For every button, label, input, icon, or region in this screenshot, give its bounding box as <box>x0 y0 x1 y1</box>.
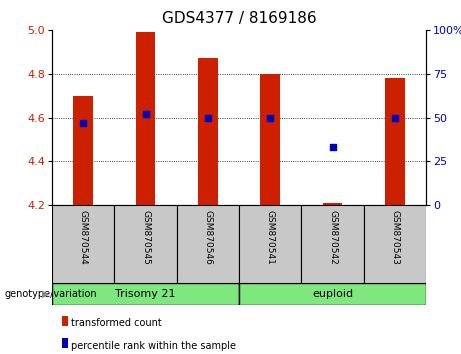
Bar <box>62 315 68 326</box>
Point <box>204 115 212 120</box>
Bar <box>364 205 426 283</box>
Point <box>391 115 398 120</box>
Text: GSM870541: GSM870541 <box>266 211 275 266</box>
Text: GSM870546: GSM870546 <box>203 211 213 266</box>
Bar <box>385 78 405 205</box>
Text: Trisomy 21: Trisomy 21 <box>115 289 176 299</box>
Bar <box>301 205 364 283</box>
Bar <box>52 283 239 305</box>
Point <box>329 144 336 150</box>
Text: euploid: euploid <box>312 289 353 299</box>
Title: GDS4377 / 8169186: GDS4377 / 8169186 <box>162 11 316 26</box>
Text: GSM870545: GSM870545 <box>141 211 150 266</box>
Bar <box>136 32 155 205</box>
Bar <box>73 96 93 205</box>
Text: genotype/variation: genotype/variation <box>5 289 97 299</box>
Point <box>266 115 274 120</box>
Bar <box>260 74 280 205</box>
Bar <box>239 205 301 283</box>
Point <box>142 111 149 117</box>
Bar <box>323 203 343 205</box>
Text: GSM870543: GSM870543 <box>390 211 399 266</box>
Text: percentile rank within the sample: percentile rank within the sample <box>71 341 236 351</box>
Bar <box>239 283 426 305</box>
Bar <box>52 205 114 283</box>
Bar <box>177 205 239 283</box>
Text: GSM870542: GSM870542 <box>328 211 337 265</box>
Point <box>79 120 87 126</box>
Text: GSM870544: GSM870544 <box>79 211 88 265</box>
Text: transformed count: transformed count <box>71 318 162 328</box>
Bar <box>198 58 218 205</box>
Bar <box>62 338 68 348</box>
Bar <box>114 205 177 283</box>
Text: ▶: ▶ <box>42 289 50 299</box>
